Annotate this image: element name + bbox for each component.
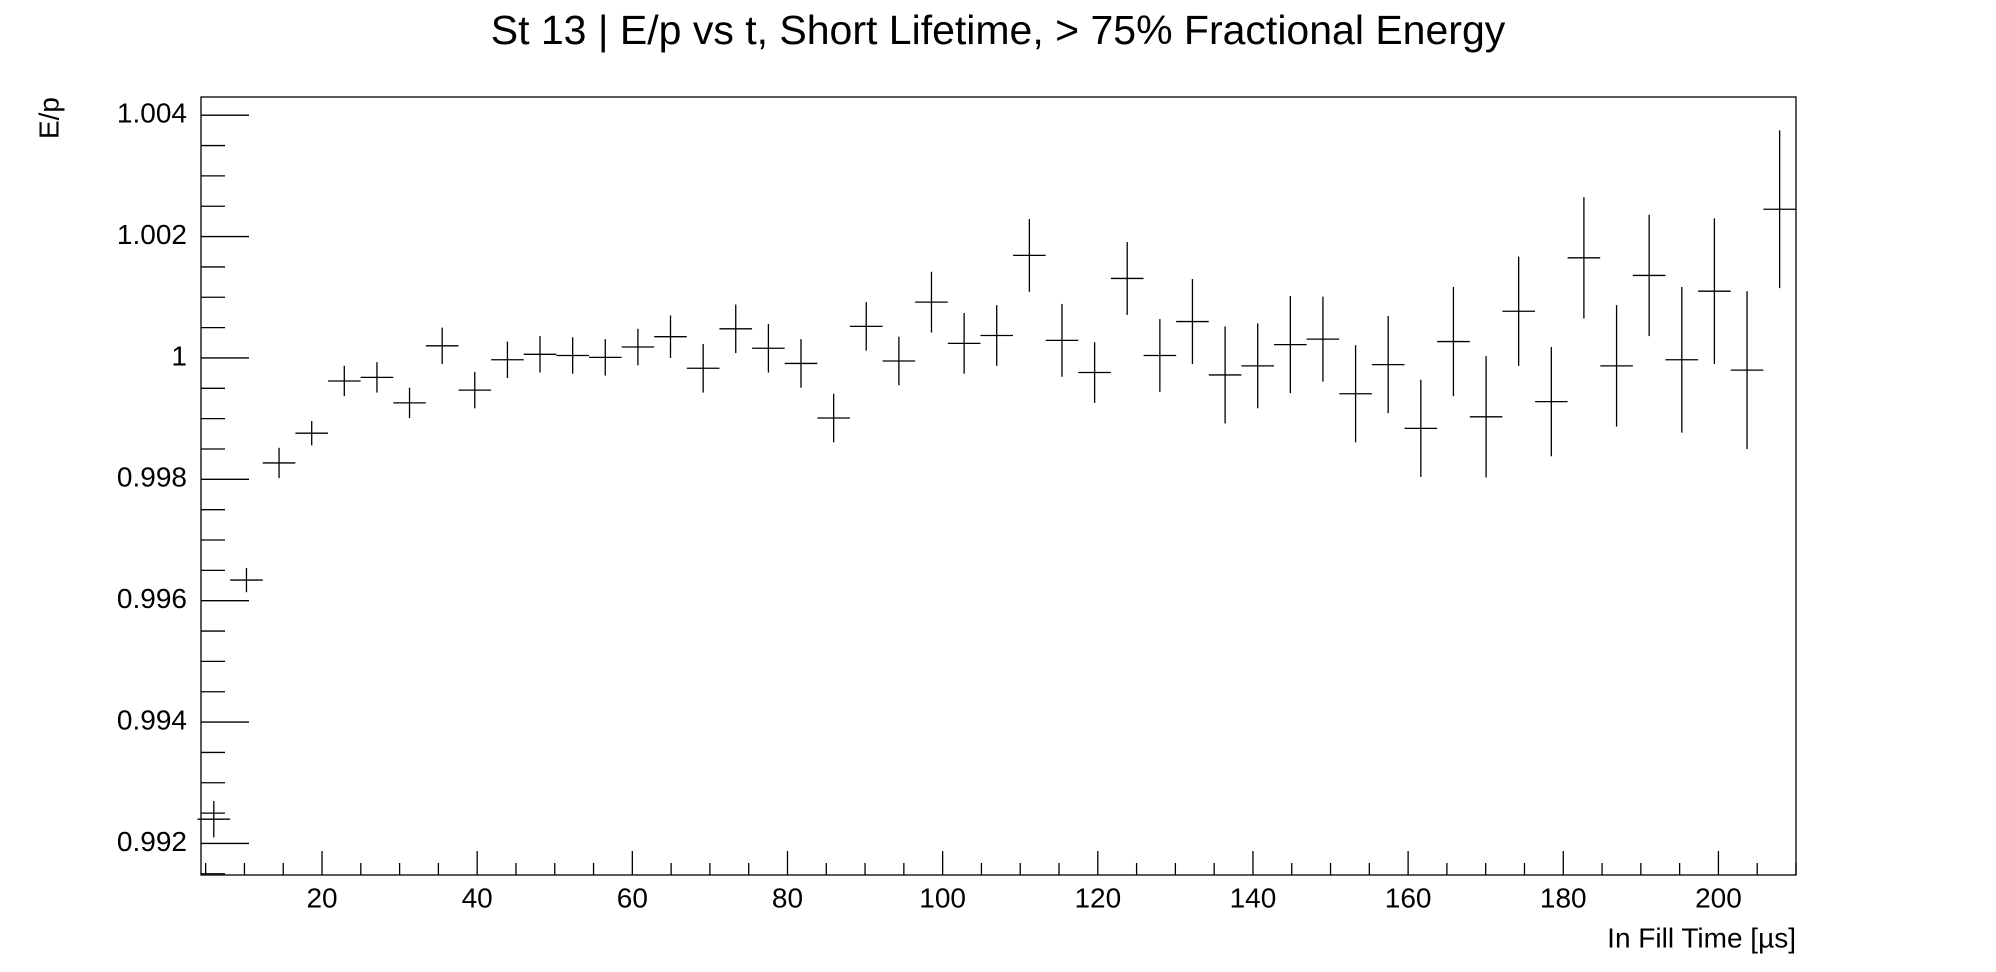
chart-title: St 13 | E/p vs t, Short Lifetime, > 75% … (491, 7, 1506, 53)
plot-frame (200, 96, 1797, 876)
x-tick-label: 120 (1074, 882, 1121, 913)
y-tick-label: 0.996 (117, 583, 187, 614)
y-tick-label: 1 (171, 340, 187, 371)
x-tick-label: 180 (1540, 882, 1587, 913)
x-tick-label: 60 (617, 882, 648, 913)
x-tick-label: 200 (1695, 882, 1742, 913)
y-tick-label: 0.998 (117, 462, 187, 493)
x-tick-label: 40 (462, 882, 493, 913)
y-tick-label: 0.994 (117, 704, 187, 735)
x-tick-label: 20 (306, 882, 337, 913)
y-tick-label: 1.004 (117, 98, 187, 129)
x-axis-label: In Fill Time [µs] (1607, 922, 1796, 953)
x-tick-label: 100 (919, 882, 966, 913)
x-tick-label: 160 (1385, 882, 1432, 913)
y-axis-label: E/p (33, 97, 64, 139)
y-tick-label: 1.002 (117, 219, 187, 250)
x-tick-label: 140 (1230, 882, 1277, 913)
y-tick-label: 0.992 (117, 826, 187, 857)
x-tick-label: 80 (772, 882, 803, 913)
